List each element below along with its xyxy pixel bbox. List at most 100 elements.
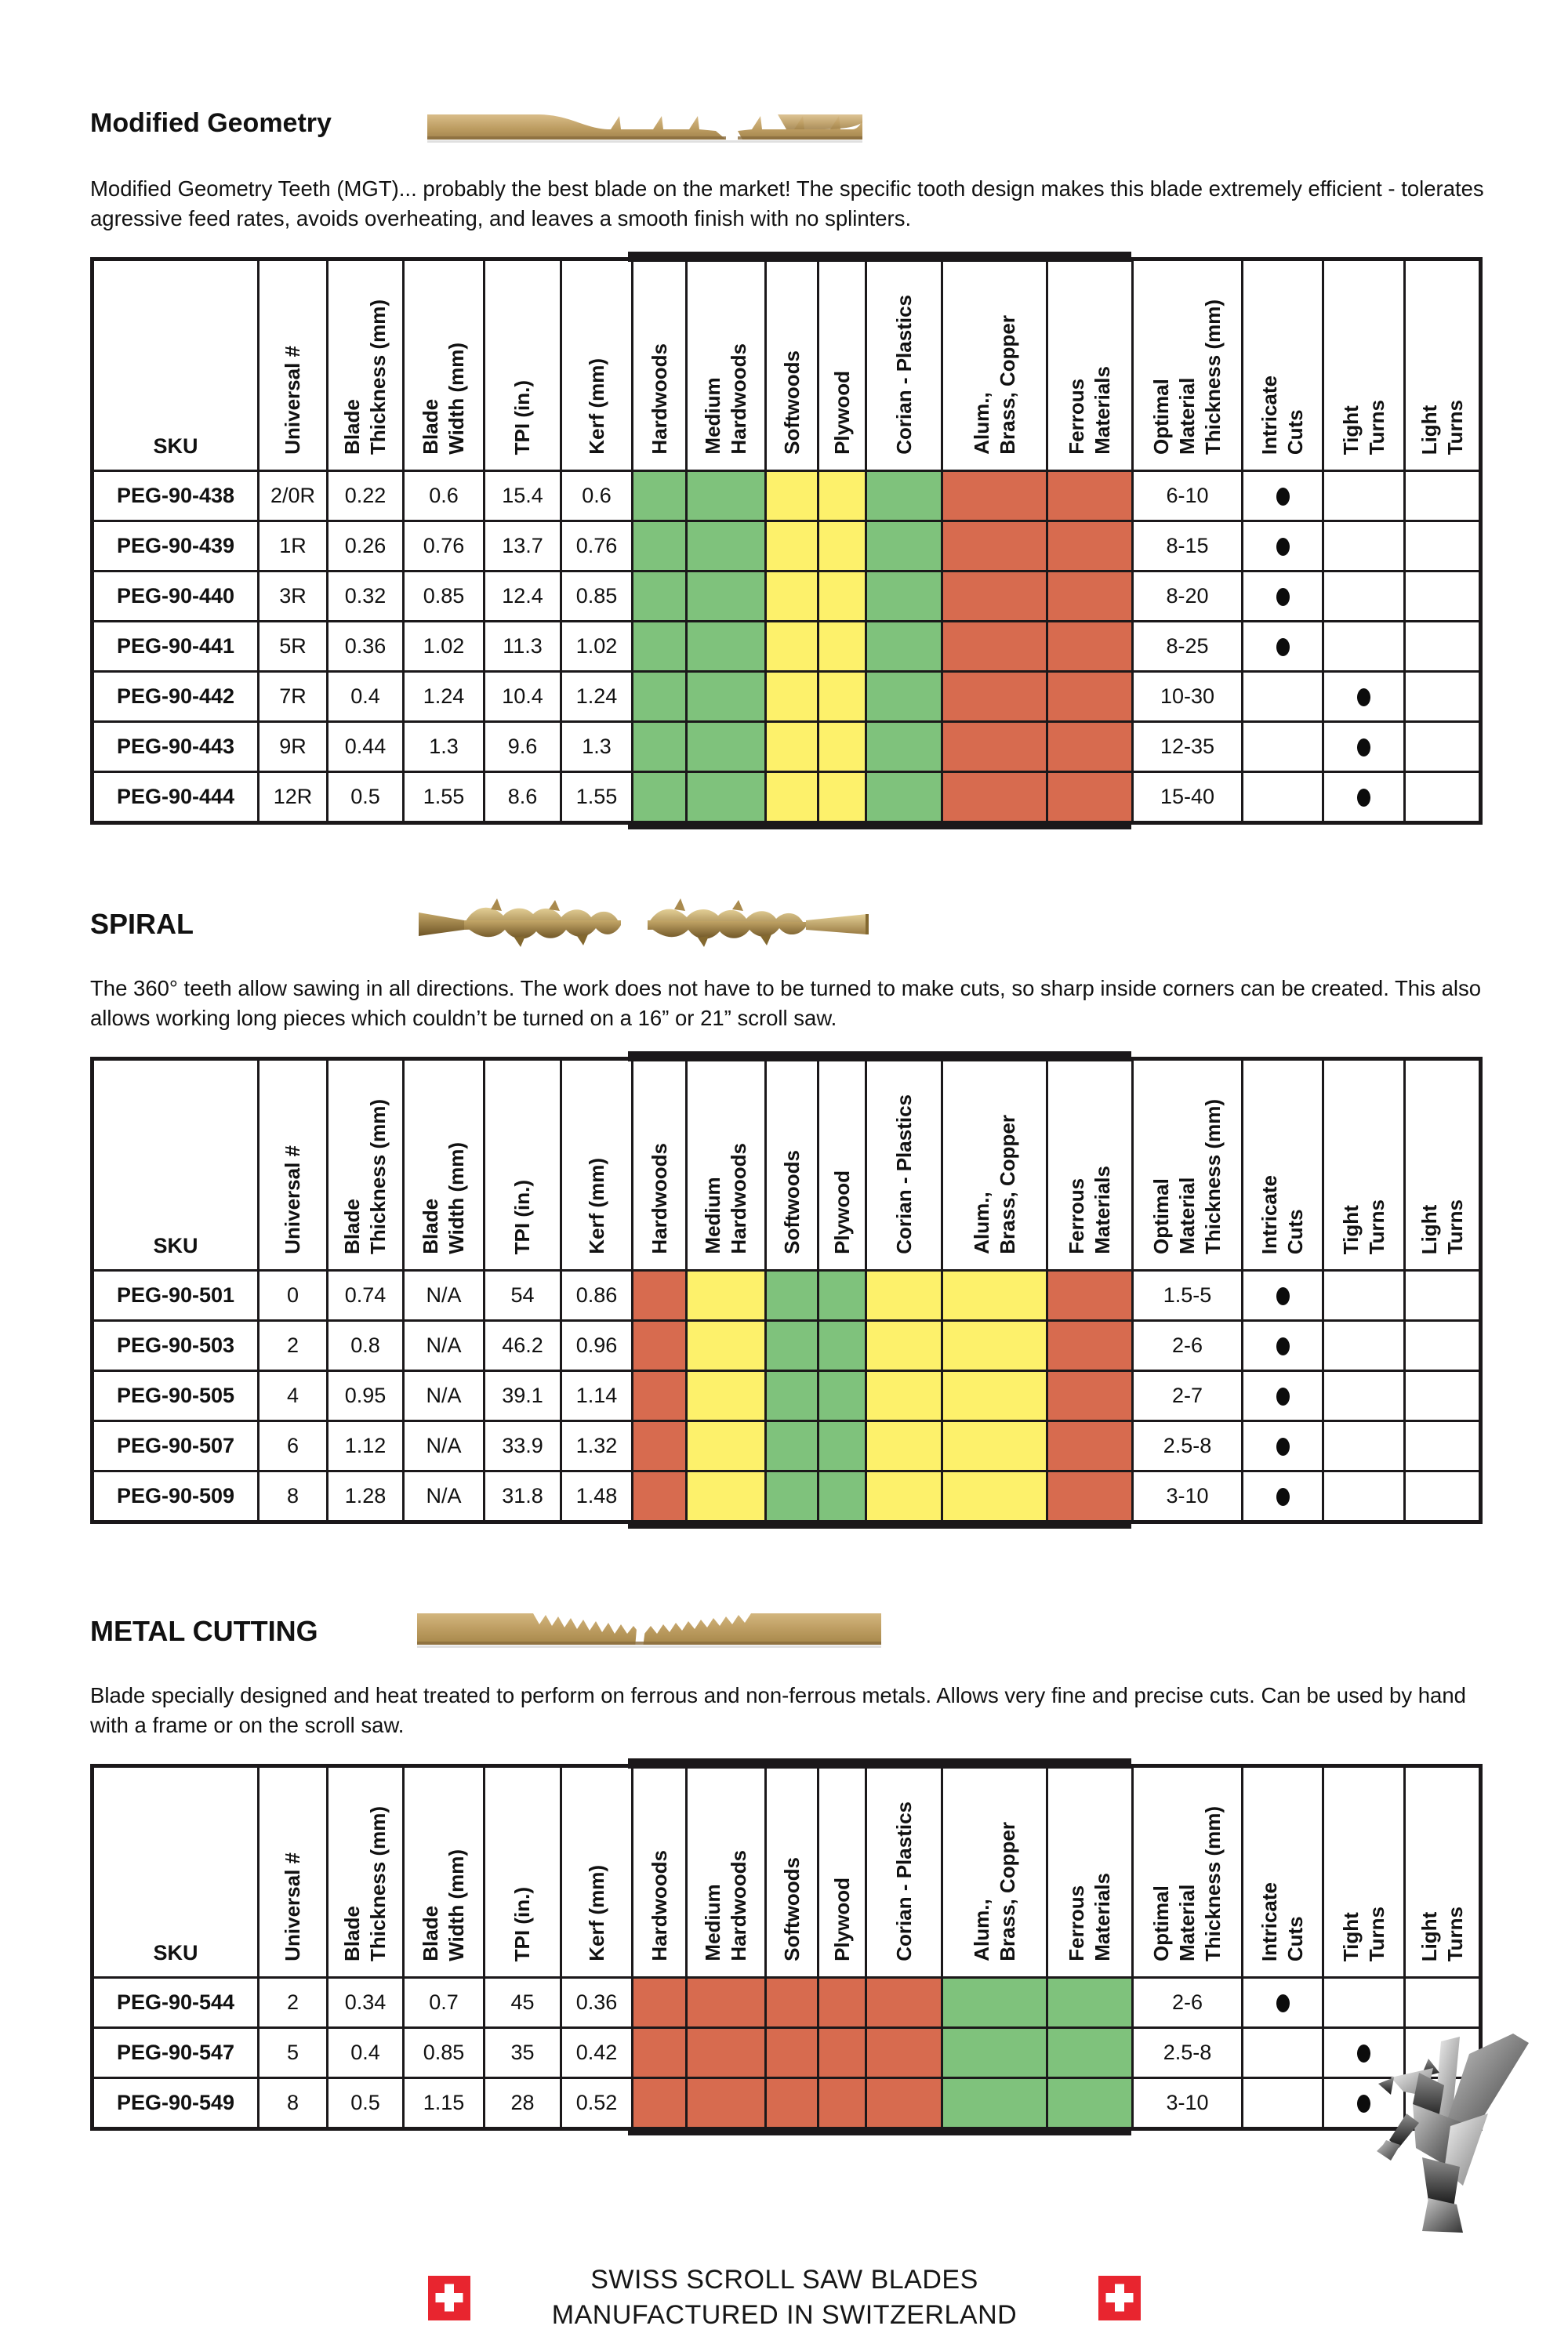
material-cell-plywood [817, 1976, 867, 2029]
material-cell-alum-brass-copper [941, 1319, 1048, 1372]
cell-kerf: 1.02 [560, 620, 633, 673]
material-cell-alum-brass-copper [941, 2026, 1048, 2079]
cell-optimal-material-thickness: 1.5-5 [1131, 1269, 1243, 1322]
cell-optimal-material-thickness: 8-15 [1131, 520, 1243, 572]
cell-intricate-cuts [1241, 1370, 1324, 1422]
cell-blade-thickness: 0.5 [326, 2077, 405, 2130]
col-header-blade-width: Blade Width (mm) [402, 1058, 485, 1272]
material-cell-alum-brass-copper [941, 1420, 1048, 1472]
cell-intricate-cuts [1241, 520, 1324, 572]
cell-blade-width: 0.85 [402, 570, 485, 622]
cell-light-turns [1403, 720, 1482, 773]
cell-intricate-cuts [1241, 620, 1324, 673]
col-header-tpi: TPI (in.) [483, 1765, 562, 1979]
cell-tight-turns [1322, 1370, 1406, 1422]
table-row: PEG-90-549 8 0.5 1.15 28 0.52 3-10 [91, 2077, 1482, 2130]
material-cell-corian-plastics [865, 520, 943, 572]
cell-intricate-cuts [1241, 1976, 1324, 2029]
material-cell-hardwoods [631, 1420, 688, 1472]
material-cell-softwoods [764, 1420, 819, 1472]
section-description: Modified Geometry Teeth (MGT)... probabl… [90, 176, 1484, 230]
material-cell-medium-hardwoods [685, 1269, 767, 1322]
cell-tight-turns [1322, 1319, 1406, 1372]
cell-universal-number: 0 [257, 1269, 328, 1322]
table-row: PEG-90-443 9R 0.44 1.3 9.6 1.3 12-35 [91, 720, 1482, 773]
col-header-blade-width: Blade Width (mm) [402, 258, 485, 472]
cell-kerf: 1.55 [560, 771, 633, 824]
cell-tpi: 31.8 [483, 1470, 562, 1523]
material-cell-hardwoods [631, 1370, 688, 1422]
material-cell-softwoods [764, 470, 819, 522]
material-cell-ferrous-materials [1046, 2077, 1134, 2130]
material-cell-alum-brass-copper [941, 470, 1048, 522]
material-cell-softwoods [764, 1319, 819, 1372]
cell-tpi: 10.4 [483, 670, 562, 723]
col-header-ferrous-materials: Ferrous Materials [1046, 1058, 1134, 1272]
cell-blade-thickness: 0.4 [326, 2026, 405, 2079]
cell-sku: PEG-90-442 [91, 670, 260, 723]
dot-intricate-cuts [1276, 538, 1290, 557]
cell-blade-thickness: 0.34 [326, 1976, 405, 2029]
col-header-corian-plastics: Corian - Plastics [865, 1765, 943, 1979]
cell-blade-width: 1.02 [402, 620, 485, 673]
cell-sku: PEG-90-439 [91, 520, 260, 572]
cell-intricate-cuts [1241, 771, 1324, 824]
material-cell-corian-plastics [865, 570, 943, 622]
material-cell-plywood [817, 1269, 867, 1322]
material-cell-plywood [817, 520, 867, 572]
material-cell-hardwoods [631, 1269, 688, 1322]
cell-tpi: 9.6 [483, 720, 562, 773]
material-cell-hardwoods [631, 470, 688, 522]
cell-blade-width: N/A [402, 1370, 485, 1422]
material-cell-ferrous-materials [1046, 520, 1134, 572]
col-header-optimal-material-thickness: Optimal Material Thickness (mm) [1131, 1765, 1243, 1979]
dot-intricate-cuts [1276, 1994, 1290, 2013]
cell-optimal-material-thickness: 15-40 [1131, 771, 1243, 824]
cell-blade-width: N/A [402, 1269, 485, 1322]
material-cell-hardwoods [631, 720, 688, 773]
col-header-light-turns: Light Turns [1403, 258, 1482, 472]
cell-light-turns [1403, 570, 1482, 622]
cell-light-turns [1403, 1370, 1482, 1422]
material-cell-hardwoods [631, 2077, 688, 2130]
material-cell-corian-plastics [865, 1370, 943, 1422]
material-cell-softwoods [764, 2077, 819, 2130]
cell-intricate-cuts [1241, 1319, 1324, 1372]
cell-blade-thickness: 0.26 [326, 520, 405, 572]
cell-optimal-material-thickness: 10-30 [1131, 670, 1243, 723]
col-header-kerf: Kerf (mm) [560, 1058, 633, 1272]
table-row: PEG-90-503 2 0.8 N/A 46.2 0.96 2-6 [91, 1319, 1482, 1372]
cell-universal-number: 8 [257, 2077, 328, 2130]
material-cell-hardwoods [631, 1976, 688, 2029]
cell-sku: PEG-90-509 [91, 1470, 260, 1523]
cell-intricate-cuts [1241, 720, 1324, 773]
section-modified-geometry: Modified Geometry Modified Geometry Teet… [90, 108, 1484, 829]
cell-tight-turns [1322, 771, 1406, 824]
material-cell-hardwoods [631, 570, 688, 622]
material-cell-hardwoods [631, 620, 688, 673]
dot-intricate-cuts [1276, 1488, 1290, 1507]
cell-sku: PEG-90-549 [91, 2077, 260, 2130]
material-cell-medium-hardwoods [685, 1420, 767, 1472]
col-header-tpi: TPI (in.) [483, 258, 562, 472]
material-cell-ferrous-materials [1046, 1420, 1134, 1472]
col-header-softwoods: Softwoods [764, 1058, 819, 1272]
cell-sku: PEG-90-441 [91, 620, 260, 673]
footer-line-2: MANUFACTURED IN SWITZERLAND [551, 2300, 1018, 2330]
cell-intricate-cuts [1241, 1269, 1324, 1322]
cell-kerf: 1.14 [560, 1370, 633, 1422]
col-header-tight-turns: Tight Turns [1322, 1058, 1406, 1272]
material-cell-softwoods [764, 670, 819, 723]
material-cell-plywood [817, 771, 867, 824]
cell-kerf: 0.76 [560, 520, 633, 572]
cell-intricate-cuts [1241, 1420, 1324, 1472]
cell-blade-thickness: 1.12 [326, 1420, 405, 1472]
cell-tpi: 8.6 [483, 771, 562, 824]
dot-intricate-cuts [1276, 1337, 1290, 1356]
material-cell-plywood [817, 670, 867, 723]
table-row: PEG-90-444 12R 0.5 1.55 8.6 1.55 15-40 [91, 771, 1482, 824]
material-cell-medium-hardwoods [685, 771, 767, 824]
cell-blade-thickness: 0.5 [326, 771, 405, 824]
material-cell-hardwoods [631, 771, 688, 824]
material-cell-plywood [817, 1370, 867, 1422]
